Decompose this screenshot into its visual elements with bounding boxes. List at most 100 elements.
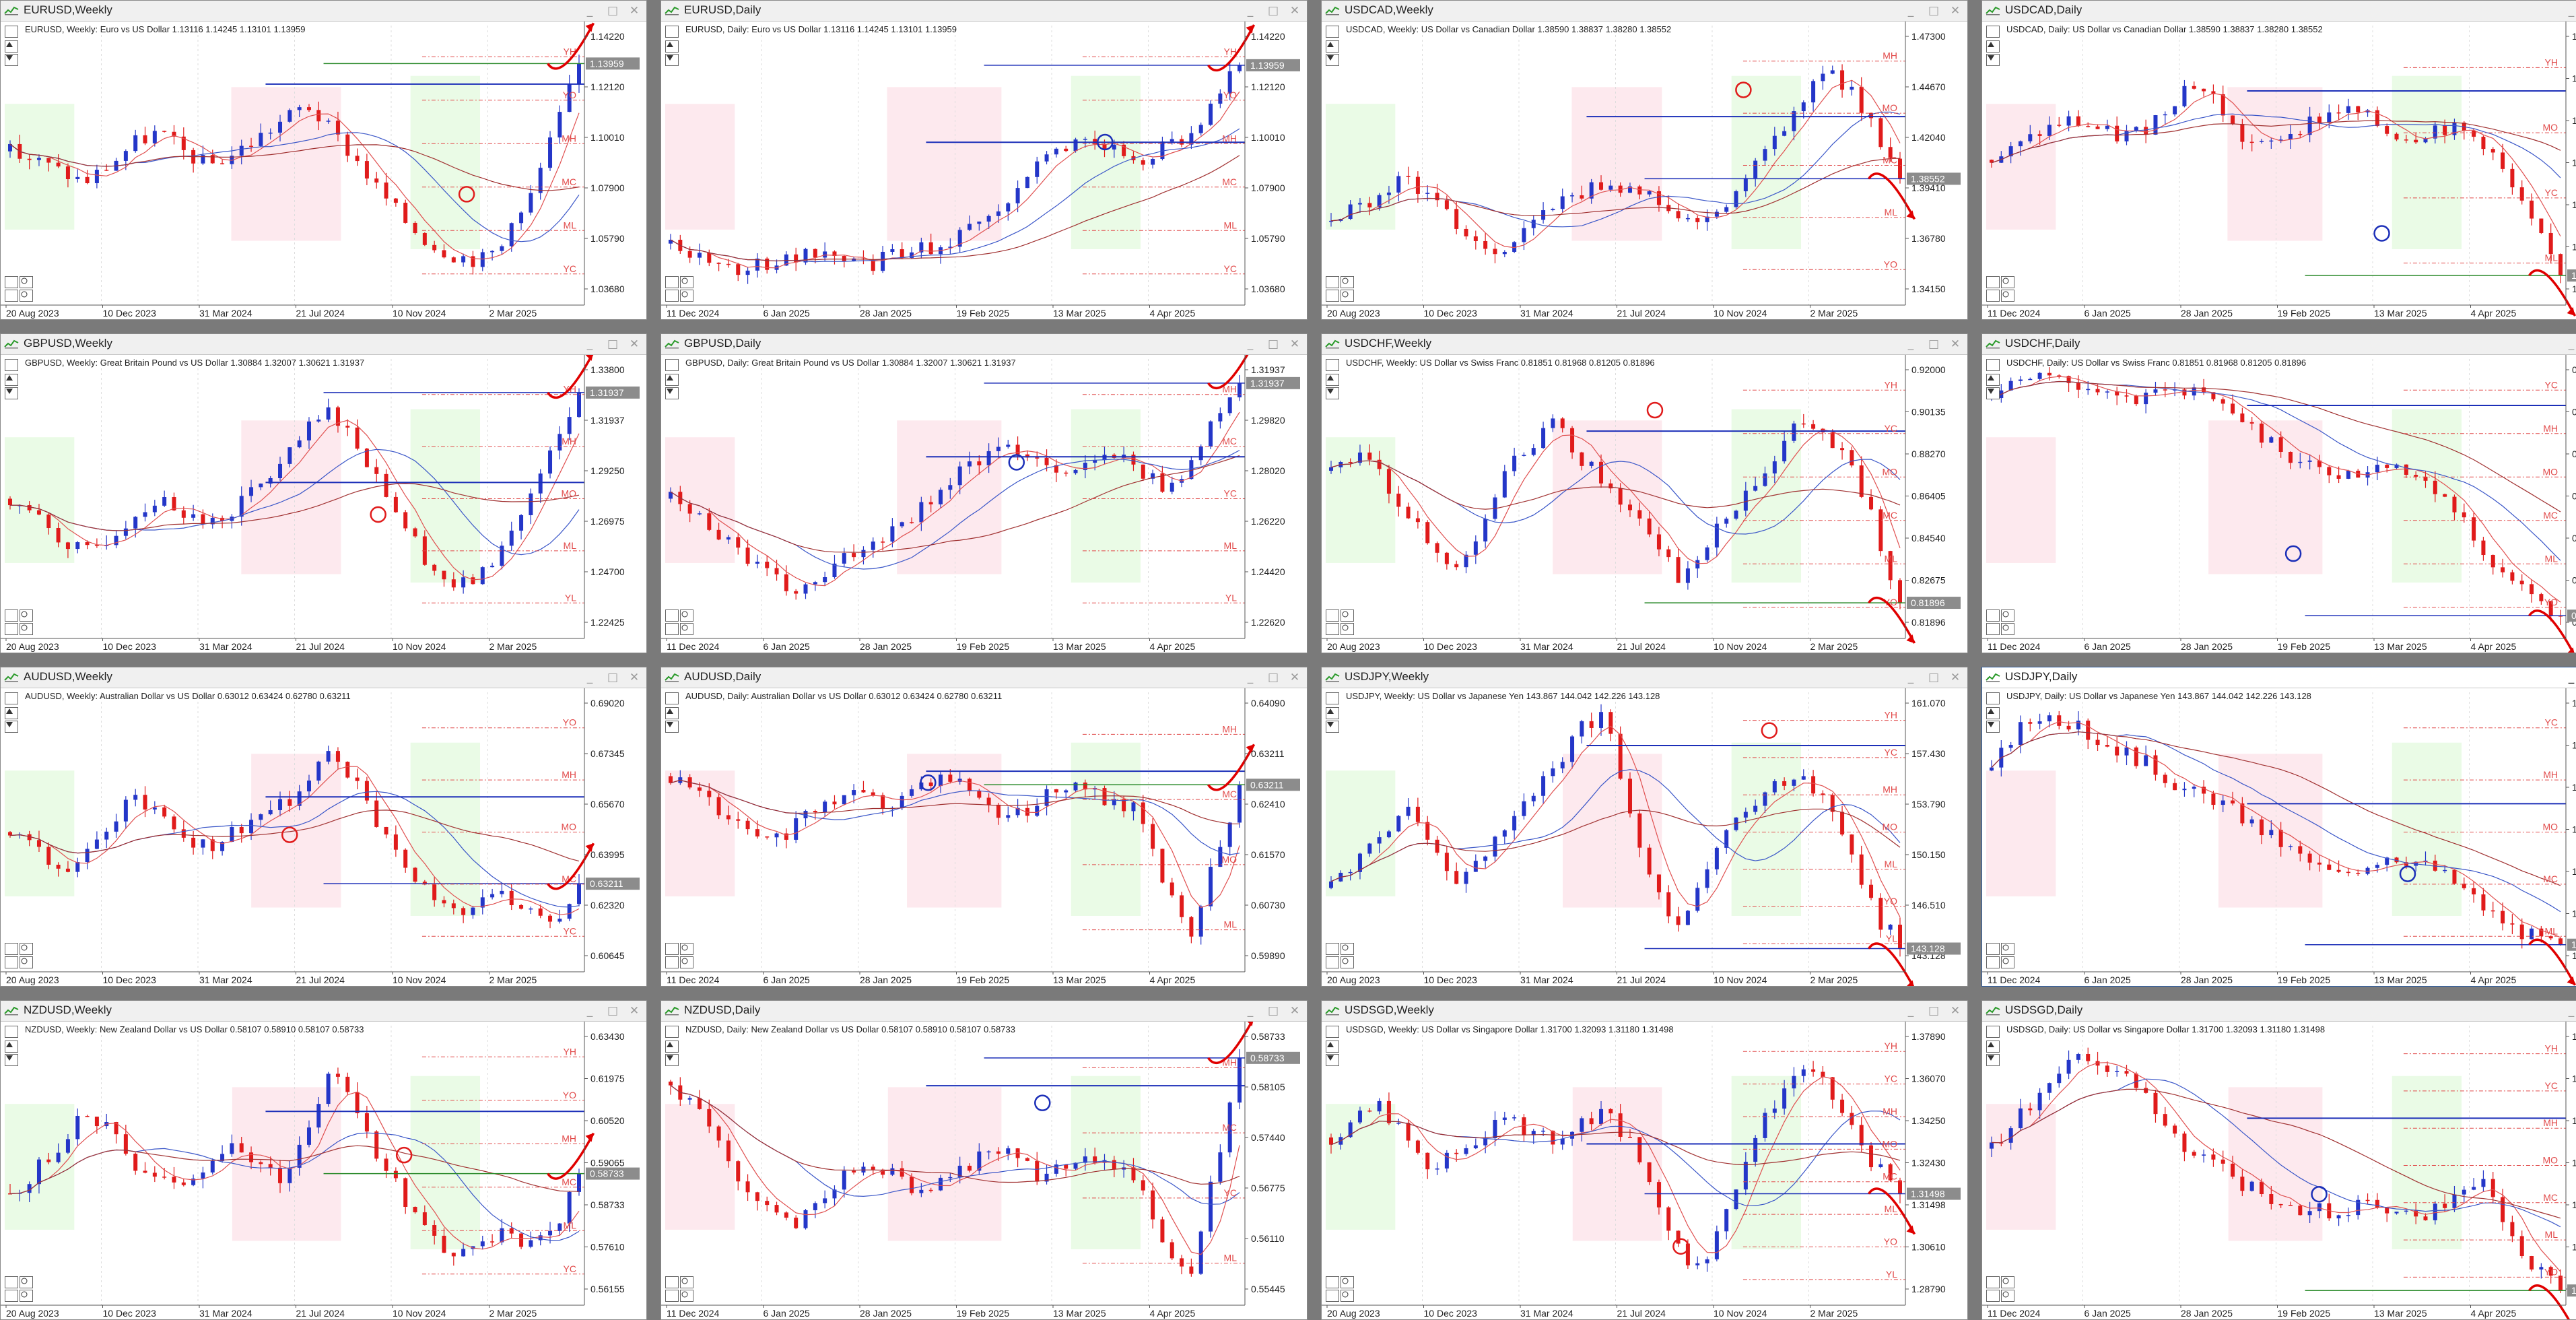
zoom-out-icon[interactable] <box>1341 956 1354 968</box>
one-click-trading-toggle[interactable] <box>5 26 18 38</box>
one-click-trading-toggle[interactable] <box>665 26 679 38</box>
scroll-down-icon[interactable] <box>1326 1054 1339 1066</box>
window-titlebar[interactable]: USDCAD,Weekly _ □ ✕ <box>1322 1 1967 22</box>
scroll-down-icon[interactable] <box>1326 721 1339 733</box>
minimize-button[interactable]: _ <box>586 4 593 18</box>
zoom-in-icon[interactable] <box>1341 943 1354 955</box>
price-chart[interactable]: YH YC MH MO ML YO YL 161.070 157.430 153.790 150.1… <box>1322 688 1967 986</box>
window-titlebar[interactable]: AUDUSD,Weekly _ □ ✕ <box>1 667 646 688</box>
one-click-trading-toggle[interactable] <box>5 359 18 371</box>
minimize-button[interactable]: _ <box>1907 1004 1914 1018</box>
window-titlebar[interactable]: EURUSD,Weekly _ □ ✕ <box>1 1 646 22</box>
zoom-out-icon[interactable] <box>680 290 693 302</box>
chart-window-eurusd-daily[interactable]: EURUSD,Daily _ □ ✕ YH YO MH MC ML YC 1.14220 1.1212… <box>660 0 1308 320</box>
maximize-button[interactable]: □ <box>1928 671 1940 684</box>
chart-window-usdjpy-daily[interactable]: USDJPY,Daily_□✕YCMHMOMCML158.210155.4901… <box>1981 667 2576 987</box>
zoom-level-box-2[interactable] <box>1326 290 1339 302</box>
scroll-up-icon[interactable] <box>1986 40 2000 53</box>
zoom-in-icon[interactable] <box>2001 609 2014 622</box>
zoom-level-box[interactable] <box>1986 609 2000 622</box>
zoom-level-box-2[interactable] <box>5 290 18 302</box>
zoom-out-icon[interactable] <box>20 623 33 635</box>
projection-arrow[interactable] <box>1207 355 1254 390</box>
zoom-level-box-2[interactable] <box>5 623 18 635</box>
scroll-up-icon[interactable] <box>1326 40 1339 53</box>
chart-window-usdsgd-weekly[interactable]: USDSGD,Weekly _ □ ✕ YH YC MH MO MC ML YO YL 1.37890 1… <box>1321 1000 1968 1320</box>
one-click-trading-toggle[interactable] <box>1326 359 1339 371</box>
zoom-level-box-2[interactable] <box>5 956 18 968</box>
projection-arrow[interactable] <box>547 22 595 70</box>
window-titlebar[interactable]: EURUSD,Daily _ □ ✕ <box>661 1 1307 22</box>
price-chart[interactable]: MH MC MO ML 0.64090 0.63211 0.62410 0.61570 0.60… <box>661 688 1307 986</box>
zoom-out-icon[interactable] <box>1341 290 1354 302</box>
minimize-button[interactable]: _ <box>1247 337 1254 351</box>
candlestick-chart[interactable]: YHMOYCML1.475501.450801.444101.428401.41… <box>1982 22 2576 320</box>
scroll-up-icon[interactable] <box>1326 1041 1339 1053</box>
scroll-down-icon[interactable] <box>5 721 18 733</box>
chart-window-usdcad-weekly[interactable]: USDCAD,Weekly _ □ ✕ MH MO MC ML YO 1.47300 1.44670… <box>1321 0 1968 320</box>
zoom-level-box[interactable] <box>665 609 679 622</box>
close-button[interactable]: ✕ <box>1950 337 1961 351</box>
scroll-down-icon[interactable] <box>5 387 18 399</box>
zoom-level-box[interactable] <box>1986 276 2000 288</box>
maximize-button[interactable]: □ <box>1928 1004 1940 1018</box>
price-chart[interactable]: YH YO MH MC ML YC 1.14220 1.12120 1.10010 1.07900… <box>661 22 1307 319</box>
scroll-up-icon[interactable] <box>1326 374 1339 386</box>
scroll-down-icon[interactable] <box>665 721 679 733</box>
zoom-out-icon[interactable] <box>2001 1290 2014 1302</box>
zoom-in-icon[interactable] <box>680 276 693 288</box>
projection-arrow[interactable] <box>2528 1284 2575 1320</box>
chart-window-gbpusd-weekly[interactable]: GBPUSD,Weekly _ □ ✕ YH MH MO ML YL 1.33800 1.31937… <box>0 333 647 653</box>
scroll-down-icon[interactable] <box>1986 387 2000 399</box>
zoom-out-icon[interactable] <box>1341 1290 1354 1302</box>
zoom-level-box[interactable] <box>1986 1276 2000 1288</box>
zoom-out-icon[interactable] <box>1341 623 1354 635</box>
chart-window-usdcad-daily[interactable]: USDCAD,Daily_□✕YHMOYCML1.475501.450801.4… <box>1981 0 2576 320</box>
scroll-up-icon[interactable] <box>5 40 18 53</box>
minimize-button[interactable]: _ <box>586 337 593 351</box>
zoom-level-box[interactable] <box>1326 1276 1339 1288</box>
one-click-trading-toggle[interactable] <box>1326 26 1339 38</box>
candlestick-chart[interactable]: YOMHMOMCYC0.690200.673450.656700.639950.… <box>1 688 646 987</box>
scroll-down-icon[interactable] <box>1986 54 2000 66</box>
zoom-level-box[interactable] <box>1326 609 1339 622</box>
chart-window-usdsgd-daily[interactable]: USDSGD,Daily_□✕YHYCMHMOMCMLYO1.376201.36… <box>1981 1000 2576 1320</box>
zoom-level-box-2[interactable] <box>665 1290 679 1302</box>
swing-marker-circle[interactable] <box>1761 722 1778 739</box>
window-titlebar[interactable]: USDSGD,Daily_□✕ <box>1982 1001 2576 1022</box>
chart-window-usdjpy-weekly[interactable]: USDJPY,Weekly _ □ ✕ YH YC MH MO ML YO YL 161.070 157… <box>1321 667 1968 987</box>
zoom-in-icon[interactable] <box>1341 1276 1354 1288</box>
zoom-in-icon[interactable] <box>20 943 33 955</box>
minimize-button[interactable]: _ <box>2568 337 2575 351</box>
scroll-up-icon[interactable] <box>1986 1041 2000 1053</box>
zoom-level-box-2[interactable] <box>665 956 679 968</box>
chart-window-usdchf-daily[interactable]: USDCHF,Daily_□✕YCMHMOMCMLYO0.915950.8979… <box>1981 333 2576 653</box>
minimize-button[interactable]: _ <box>2568 1004 2575 1018</box>
one-click-trading-toggle[interactable] <box>1986 1026 2000 1038</box>
scroll-down-icon[interactable] <box>5 54 18 66</box>
minimize-button[interactable]: _ <box>586 671 593 684</box>
zoom-in-icon[interactable] <box>2001 276 2014 288</box>
close-button[interactable]: ✕ <box>629 1004 640 1018</box>
zoom-level-box[interactable] <box>5 1276 18 1288</box>
one-click-trading-toggle[interactable] <box>665 1026 679 1038</box>
swing-marker-circle[interactable] <box>1008 454 1025 471</box>
maximize-button[interactable]: □ <box>1928 4 1940 18</box>
projection-arrow[interactable] <box>1207 1022 1254 1065</box>
price-chart[interactable]: MH MO MC ML YO 1.47300 1.44670 1.42040 1.39410 1.… <box>1322 22 1967 319</box>
maximize-button[interactable]: □ <box>1267 671 1279 684</box>
zoom-level-box[interactable] <box>665 1276 679 1288</box>
swing-marker-circle[interactable] <box>920 774 937 791</box>
zoom-level-box[interactable] <box>5 276 18 288</box>
close-button[interactable]: ✕ <box>1950 671 1961 684</box>
minimize-button[interactable]: _ <box>1247 4 1254 18</box>
zoom-in-icon[interactable] <box>20 276 33 288</box>
zoom-level-box[interactable] <box>1326 276 1339 288</box>
zoom-level-box[interactable] <box>1986 943 2000 955</box>
scroll-up-icon[interactable] <box>5 707 18 719</box>
price-chart[interactable]: YH YC MH MO MC ML YO YL 1.37890 1.36070 1.34250 1.3… <box>1322 1022 1967 1319</box>
scroll-down-icon[interactable] <box>5 1054 18 1066</box>
window-titlebar[interactable]: USDJPY,Weekly _ □ ✕ <box>1322 667 1967 688</box>
scroll-up-icon[interactable] <box>665 40 679 53</box>
zoom-out-icon[interactable] <box>20 956 33 968</box>
